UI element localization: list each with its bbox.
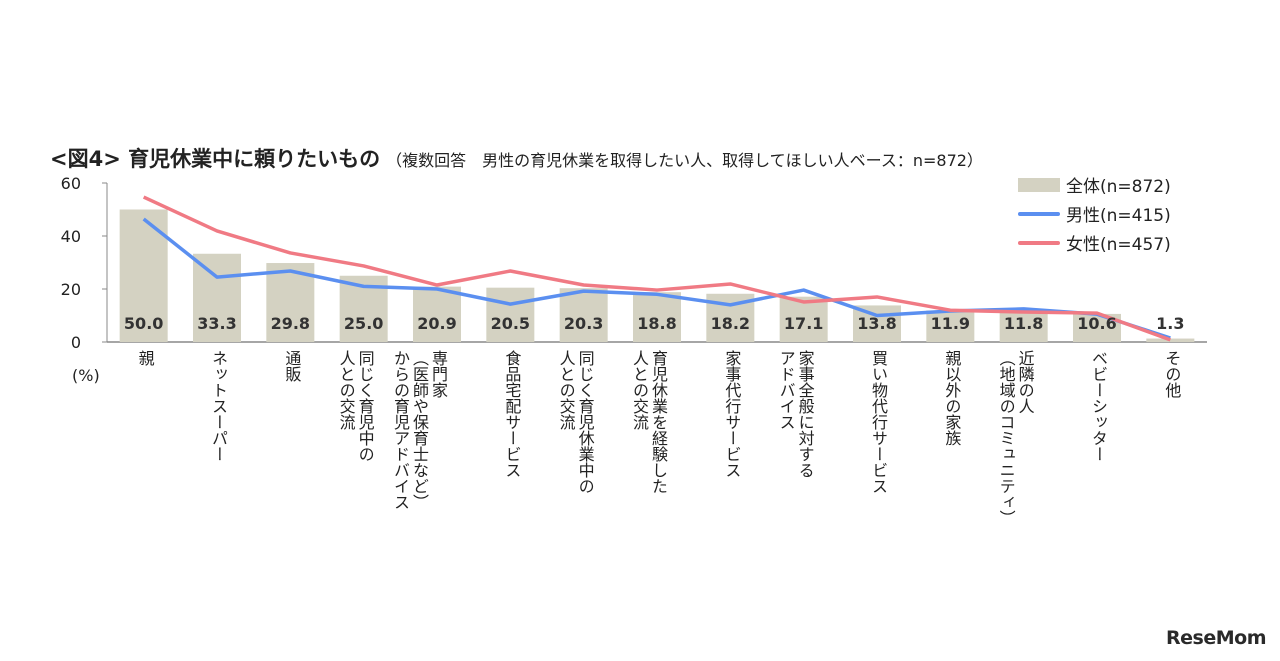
bar bbox=[999, 310, 1048, 342]
y-tick-label: 60 bbox=[61, 174, 81, 193]
line-male bbox=[142, 217, 1171, 340]
y-tick-label: 0 bbox=[71, 333, 81, 352]
bar-value-label: 20.5 bbox=[491, 314, 530, 333]
category-label: 同じく育児休業中の 人との交流 bbox=[556, 350, 595, 494]
bar-value-label: 11.9 bbox=[931, 314, 970, 333]
bar-value-label: 10.6 bbox=[1077, 314, 1116, 333]
legend-label: 女性(n=457) bbox=[1066, 235, 1171, 255]
category-label: ネットスーパー bbox=[209, 350, 228, 462]
category-label: ベビーシッター bbox=[1089, 350, 1108, 462]
bar bbox=[559, 288, 608, 342]
legend-swatch bbox=[1018, 240, 1060, 245]
category-label: 家事全般に対する アドバイス bbox=[776, 350, 815, 478]
category-label: 専門家 （医師や保育士など） からの育児アドバイス bbox=[391, 350, 448, 510]
bar bbox=[413, 286, 461, 342]
bar-value-label: 18.8 bbox=[637, 314, 676, 333]
legend-label: 全体(n=872) bbox=[1066, 177, 1171, 197]
bar bbox=[633, 292, 681, 342]
bar-value-label: 20.9 bbox=[417, 314, 456, 333]
line-female bbox=[142, 195, 1171, 342]
legend-swatch bbox=[1018, 177, 1060, 192]
bar-value-label: 17.1 bbox=[784, 314, 823, 333]
chart-title: <図4> 育児休業中に頼りたいもの （複数回答 男性の育児休業を取得したい人、取得… bbox=[50, 143, 983, 173]
category-label: 通販 bbox=[282, 350, 302, 382]
bar-value-label: 20.3 bbox=[564, 314, 603, 333]
bar-value-label: 11.8 bbox=[1004, 314, 1043, 333]
bar-value-label: 1.3 bbox=[1156, 314, 1184, 333]
bar bbox=[926, 310, 975, 342]
category-label: 買い物代行サービス bbox=[869, 350, 888, 494]
category-label: 家事代行サービス bbox=[722, 350, 742, 478]
y-tick-label: 20 bbox=[61, 280, 81, 299]
bar-value-label: 13.8 bbox=[857, 314, 896, 333]
bar-value-label: 33.3 bbox=[197, 314, 236, 333]
bar-value-label: 50.0 bbox=[124, 314, 163, 333]
y-unit-label: (%) bbox=[72, 366, 100, 385]
bar bbox=[779, 296, 828, 342]
title-sub: （複数回答 男性の育児休業を取得したい人、取得してほしい人ベース：n=872） bbox=[386, 151, 983, 170]
category-label: その他 bbox=[1162, 350, 1182, 398]
category-label: 近隣の人 （地域のコミュニティ） bbox=[996, 350, 1035, 526]
bar bbox=[486, 287, 535, 342]
category-label: 同じく育児中の 人との交流 bbox=[336, 350, 375, 462]
bar bbox=[193, 253, 241, 342]
category-label: 親 bbox=[135, 350, 155, 366]
title-main: <図4> 育児休業中に頼りたいもの bbox=[50, 147, 381, 171]
y-tick-label: 40 bbox=[61, 227, 81, 246]
legend-item: 全体(n=872) bbox=[1018, 172, 1171, 197]
category-label: 親以外の家族 bbox=[942, 350, 962, 446]
legend-label: 男性(n=415) bbox=[1066, 206, 1171, 226]
legend-item: 女性(n=457) bbox=[1018, 230, 1171, 255]
category-label: 食品宅配サービス bbox=[502, 350, 522, 478]
bar-value-label: 18.2 bbox=[711, 314, 750, 333]
bar bbox=[1146, 338, 1195, 342]
bar bbox=[266, 263, 315, 342]
resemom-logo: ReseMom bbox=[1166, 627, 1266, 649]
category-label: 育児休業を経験した 人との交流 bbox=[630, 350, 668, 494]
legend-swatch bbox=[1018, 211, 1060, 216]
bar-value-label: 25.0 bbox=[344, 314, 383, 333]
legend-item: 男性(n=415) bbox=[1018, 201, 1171, 226]
bar-value-label: 29.8 bbox=[271, 314, 310, 333]
